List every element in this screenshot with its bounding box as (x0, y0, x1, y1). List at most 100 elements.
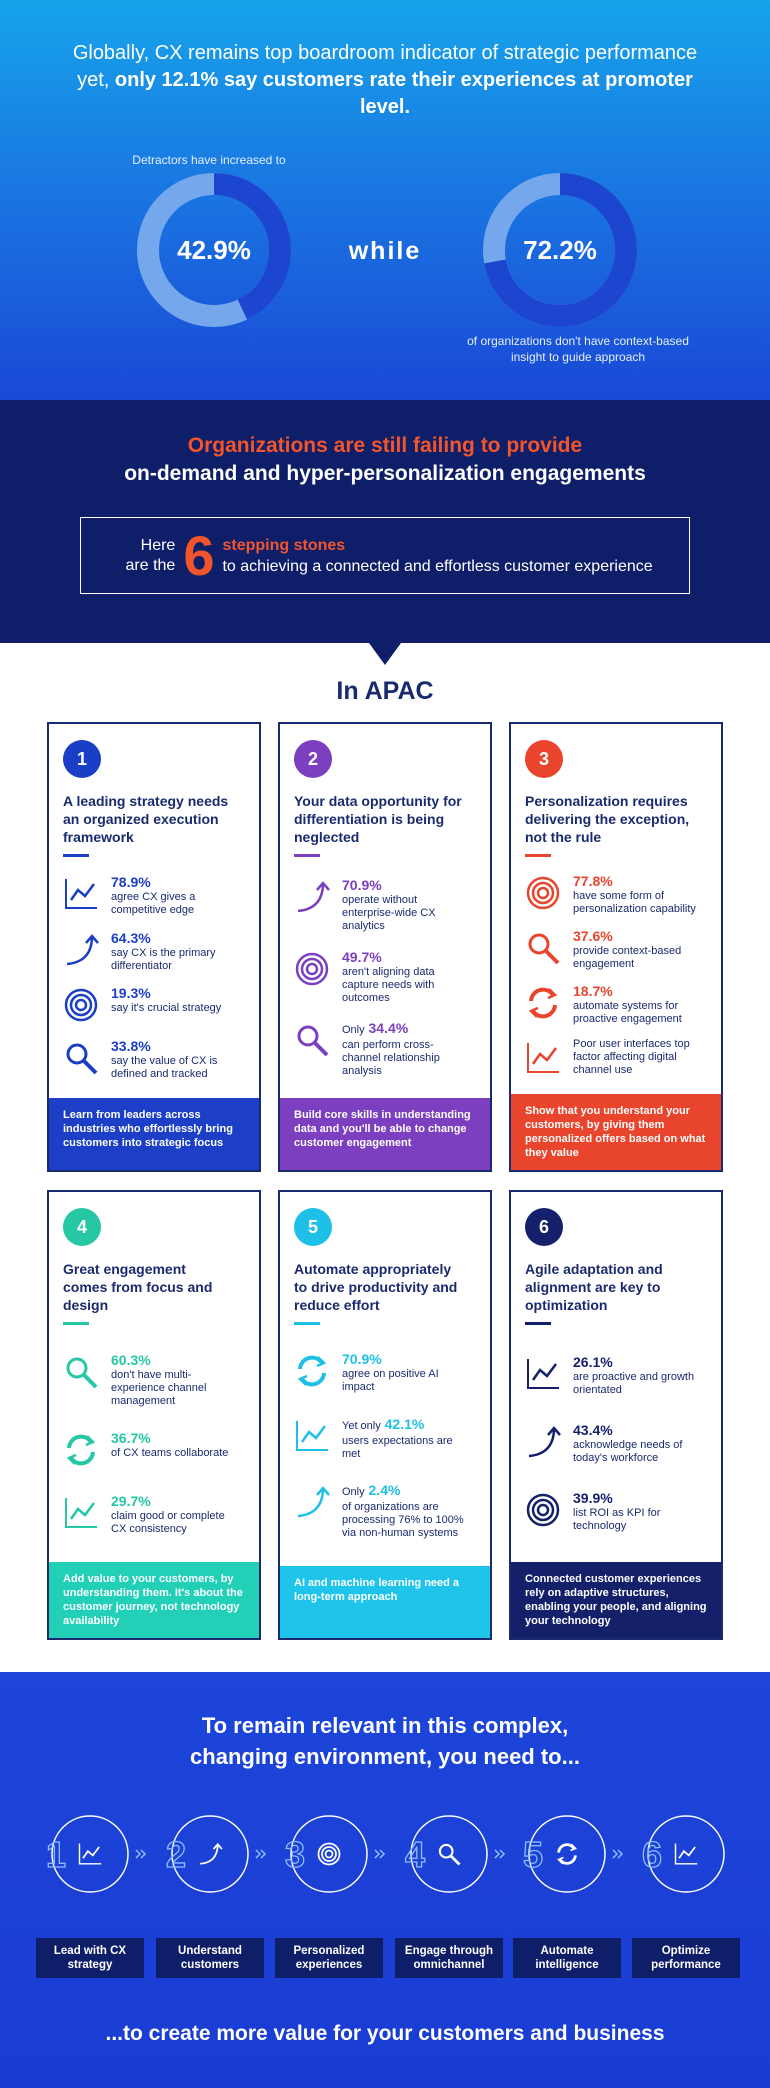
donut-label: 42.9% (177, 235, 251, 265)
stat-text: 18.7% automate systems for proactive enga… (573, 983, 701, 1026)
icon-shape (438, 1843, 454, 1859)
stat-icon (65, 1497, 97, 1528)
step-number: 2 (166, 1834, 186, 1875)
step-number: 5 (523, 1834, 543, 1875)
icon-shape (200, 1845, 219, 1865)
stat-icon (527, 1359, 559, 1389)
stat-description: can perform cross-channel relationship a… (342, 1039, 440, 1078)
step-arrow (255, 1849, 267, 1859)
stat-text: 19.3% say it's crucial strategy (111, 985, 239, 1015)
stat-value: 39.9% (573, 1490, 613, 1506)
step-label: Understand customers (156, 1938, 264, 1978)
stat-value: 78.9% (111, 873, 151, 890)
card-number: 3 (525, 740, 563, 778)
step-label: Automate intelligence (513, 1938, 621, 1978)
stat-icon (297, 1355, 327, 1387)
stat-text: 43.4% acknowledge needs of today's workfo… (573, 1422, 701, 1465)
stat-value: 19.3% (111, 985, 151, 1002)
steps: 1 2 3 4 5 6 (45, 1815, 725, 1898)
banner-background (0, 400, 770, 643)
card-title: Agile adaptation and alignment are key t… (525, 1261, 663, 1313)
stat-value-line: 49.7% (342, 949, 470, 966)
stat: 33.8% say the value of CX is defined and … (61, 1038, 249, 1081)
stat-value: 29.7% (111, 1492, 151, 1509)
stat-description: say CX is the primary differentiator (111, 946, 216, 972)
icon-shape (297, 1025, 319, 1047)
stat-icon (526, 1493, 560, 1527)
icon-shape (527, 1359, 559, 1389)
icon-shape (74, 999, 88, 1012)
callout-accent: stepping stones (222, 536, 346, 554)
icon-shape (298, 1355, 326, 1387)
card: 2 Your data opportunity for differentiati… (278, 722, 492, 1172)
step-arrow (494, 1849, 506, 1859)
stat-description: say it's crucial strategy (111, 1002, 222, 1015)
stat-value-line: 36.7% (111, 1430, 239, 1447)
stat: 37.6% provide context-based engagement (523, 928, 711, 971)
card: 4 Great engagement comes from focus and d… (47, 1190, 261, 1640)
hero-donuts: 42.9% 72.2% while (137, 173, 637, 327)
stat-value-line: 19.3% (111, 985, 239, 1002)
card-footer: Add value to your customers, by understa… (49, 1562, 259, 1638)
stat-icon (65, 878, 97, 909)
stat: 78.9% agree CX gives a competitive edge (61, 874, 249, 917)
step-circle (647, 1815, 725, 1893)
icon-shape (544, 949, 560, 965)
step-circle (410, 1815, 488, 1893)
icon-shape (678, 1846, 696, 1859)
stat: Poor user interfaces top factor affectin… (523, 1038, 711, 1078)
icon-shape (529, 987, 557, 1019)
icon-shape (65, 1497, 97, 1528)
stat-text: 33.8% say the value of CX is defined and … (111, 1038, 239, 1081)
donut-arc (483, 173, 637, 327)
stat-description: aren't aligning data capture needs with … (342, 965, 435, 1004)
icon-shape (324, 1849, 334, 1859)
callout-rest: to achieving a connected and effortless … (222, 557, 653, 575)
stat: Only 2.4% of organizations are processing… (292, 1482, 480, 1540)
card-stats: 70.9% operate without enterprise-wide CX … (280, 857, 490, 1098)
stat-prefix: Only (342, 1024, 365, 1037)
icon-shape (557, 1843, 577, 1865)
icon-shape (300, 957, 324, 980)
stat-text: Only 34.4% can perform cross-channel rela… (342, 1020, 470, 1078)
stat-value-line: 78.9% (111, 874, 239, 891)
stat-value-line: Yet only 42.1% (342, 1416, 470, 1435)
step-arrow (612, 1849, 624, 1859)
icon-shape (66, 1435, 96, 1465)
card-title: Great engagement comes from focus and de… (63, 1261, 213, 1313)
icon-shape (296, 1420, 328, 1451)
card-footer: Show that you understand your customers,… (511, 1094, 721, 1170)
stat: 49.7% aren't aligning data capture needs … (292, 949, 480, 1005)
step-label: Engage through omnichannel (395, 1938, 503, 1978)
stat-icon (66, 933, 99, 965)
stat-description: are proactive and growth orientated (573, 1371, 695, 1396)
stat-value-line: 39.9% (573, 1490, 701, 1507)
stat-value-line: 43.4% (573, 1422, 701, 1439)
card: 5 Automate appropriately to drive product… (278, 1190, 492, 1640)
step-icon (200, 1842, 223, 1865)
card-number: 6 (525, 1208, 563, 1246)
step-number: 6 (642, 1834, 662, 1875)
icon-shape (66, 1357, 88, 1378)
card-footer: Connected customer experiences rely on a… (511, 1562, 721, 1638)
stat-text: 78.9% agree CX gives a competitive edge (111, 874, 239, 917)
stat: 18.7% automate systems for proactive enga… (523, 983, 711, 1026)
step-circle (528, 1815, 606, 1893)
stat-icon (295, 952, 329, 985)
step-number: 3 (285, 1834, 305, 1875)
stat-icon (297, 1025, 329, 1057)
card-title: Automate appropriately to drive producti… (294, 1261, 458, 1313)
card-title: A leading strategy needs an organized ex… (63, 793, 229, 845)
step-circle (51, 1815, 129, 1893)
icon-shape (69, 883, 95, 901)
icon-shape (85, 933, 99, 944)
stat-value-line: 70.9% (342, 877, 470, 894)
stat-description: of CX teams collaborate (111, 1447, 229, 1459)
step-label: Optimize performance (632, 1938, 740, 1978)
stat-value: 64.3% (111, 929, 151, 946)
stat-icon (296, 1420, 328, 1451)
card: 6 Agile adaptation and alignment are key … (509, 1190, 723, 1640)
card-underline (525, 854, 551, 857)
stat: 70.9% operate without enterprise-wide CX … (292, 877, 480, 933)
stat: 19.3% say it's crucial strategy (61, 985, 249, 1025)
